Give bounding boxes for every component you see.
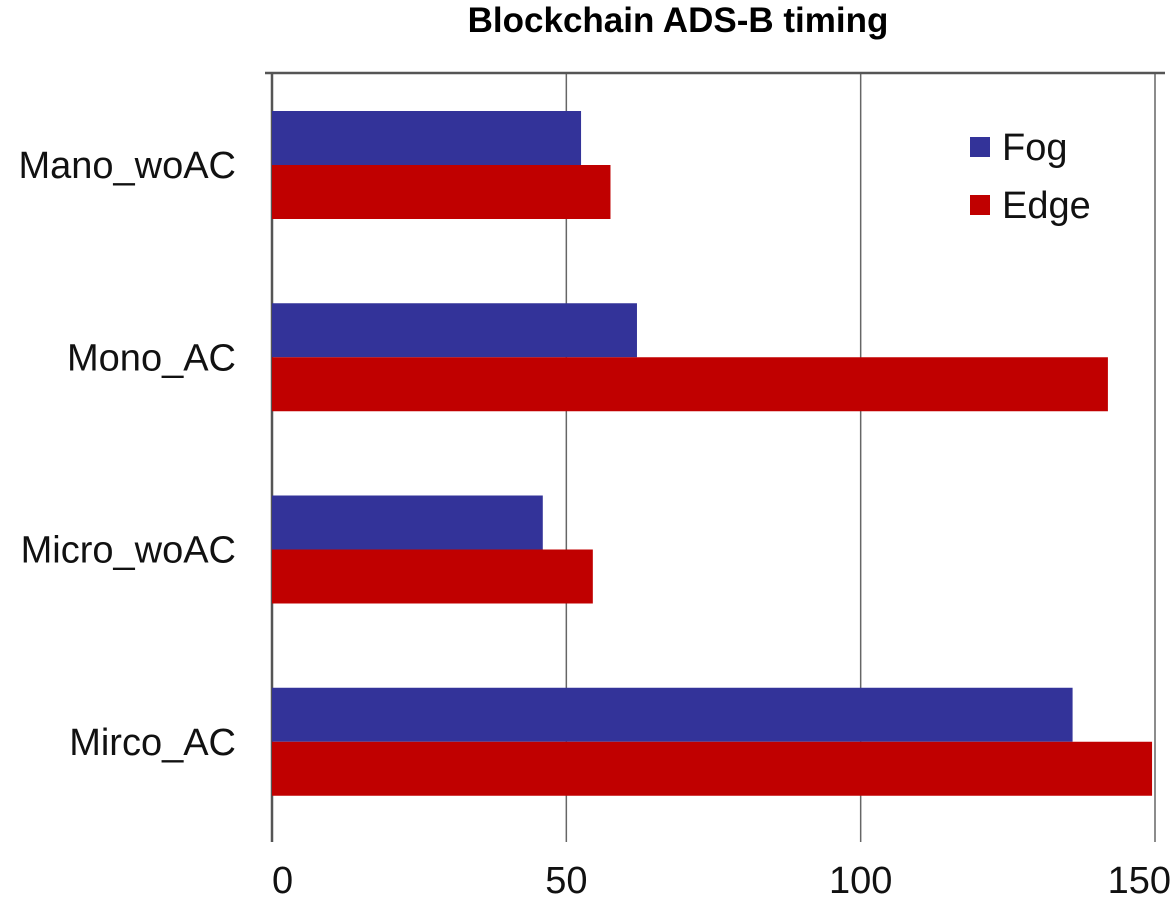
bar-fog-mirco-ac <box>272 687 1073 742</box>
category-label-micro-woac: Micro_woAC <box>21 530 236 572</box>
bar-edge-mano-woac <box>272 165 611 219</box>
x-tick-label: 100 <box>829 860 892 902</box>
legend-swatch-fog <box>970 137 990 157</box>
bar-edge-micro-woac <box>272 549 593 604</box>
category-labels: Mano_woAC Mono_AC Micro_woAC Mirco_AC <box>18 145 236 764</box>
x-tick-labels: 0 50 100 150 <box>272 860 1171 902</box>
x-tick-label: 150 <box>1108 860 1171 902</box>
category-label-mirco-ac: Mirco_AC <box>69 722 236 764</box>
category-label-mano-woac: Mano_woAC <box>18 145 236 187</box>
legend: Fog Edge <box>970 127 1091 227</box>
x-tick-label: 50 <box>545 860 587 902</box>
legend-label-edge: Edge <box>1002 185 1091 227</box>
legend-label-fog: Fog <box>1002 127 1067 169</box>
bar-edge-mono-ac <box>272 357 1108 412</box>
category-label-mono-ac: Mono_AC <box>67 337 236 379</box>
x-tick-label: 0 <box>272 860 293 902</box>
bar-fog-mano-woac <box>272 111 582 165</box>
bar-fog-micro-woac <box>272 495 543 550</box>
bar-edge-mirco-ac <box>272 741 1153 796</box>
chart-title: Blockchain ADS-B timing <box>468 1 889 40</box>
bars <box>272 111 1153 796</box>
bar-fog-mono-ac <box>272 303 637 358</box>
legend-swatch-edge <box>970 195 990 215</box>
